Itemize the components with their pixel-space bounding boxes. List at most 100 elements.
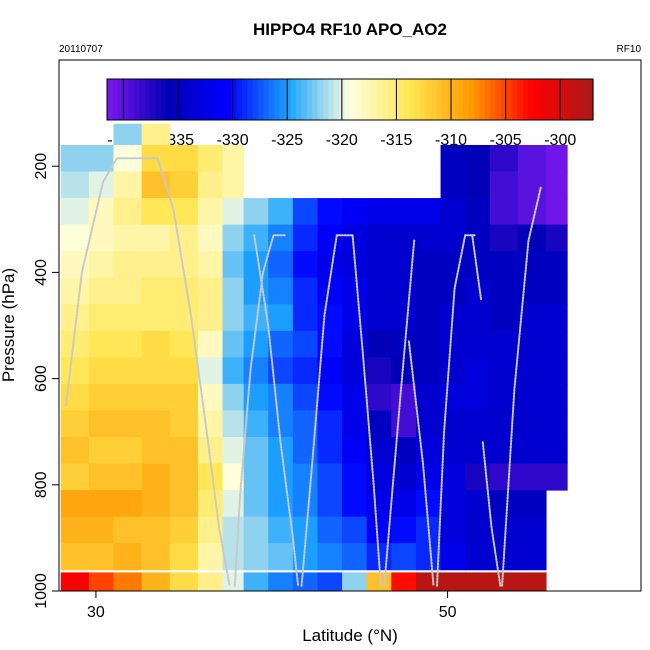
heatmap-cell — [391, 516, 417, 544]
colorbar-swatch — [517, 79, 524, 120]
heatmap-cell — [415, 224, 442, 252]
heatmap-cell — [141, 410, 171, 438]
colorbar-swatch — [144, 79, 151, 120]
heatmap-cell — [489, 572, 519, 592]
heatmap-cell — [243, 198, 269, 226]
heatmap-cell — [197, 490, 224, 518]
heatmap-cell — [113, 251, 143, 279]
heatmap-cell — [366, 572, 392, 592]
heatmap-cell — [440, 543, 466, 571]
heatmap-cells — [60, 123, 568, 592]
heatmap-cell — [489, 437, 519, 465]
heatmap-cell — [169, 277, 199, 305]
colorbar-swatch — [474, 79, 481, 120]
heatmap-cell — [366, 463, 392, 491]
colorbar-swatch — [177, 79, 184, 120]
colorbar-swatch — [150, 79, 157, 120]
heatmap-cell — [366, 490, 392, 518]
heatmap-cell — [465, 383, 491, 411]
colorbar-swatch — [166, 79, 173, 120]
heatmap-cell — [268, 572, 294, 592]
heatmap-cell — [366, 330, 392, 358]
colorbar-swatch — [231, 79, 238, 120]
colorbar-ticks: -340-335-330-325-320-315-310-305-300 — [107, 79, 576, 149]
heatmap-cell — [268, 516, 294, 544]
heatmap-cell — [88, 304, 115, 332]
colorbar-swatch — [182, 79, 189, 120]
heatmap-cell — [366, 251, 392, 279]
heatmap-cell — [440, 516, 466, 544]
chart-title: HIPPO4 RF10 APO_AO2 — [253, 20, 447, 39]
heatmap-cell — [113, 543, 143, 571]
heatmap-cell — [366, 304, 392, 332]
y-axis: 200 400 600 800 1000 — [33, 153, 59, 609]
heatmap-cell — [222, 144, 245, 173]
heatmap-cell — [292, 490, 318, 518]
colorbar-swatch — [301, 79, 308, 120]
colorbar-swatch — [220, 79, 227, 120]
heatmap-cell — [440, 463, 466, 491]
heatmap-cell — [317, 572, 343, 592]
colorbar-tick-label: -300 — [544, 132, 576, 149]
heatmap-cell — [169, 383, 199, 411]
colorbar-swatch — [452, 79, 459, 120]
heatmap-cell — [222, 383, 245, 411]
colorbar-swatch — [522, 79, 529, 120]
profile-track — [481, 441, 502, 587]
heatmap-cell — [292, 224, 318, 252]
heatmap-cell — [546, 437, 568, 465]
colorbar-swatch — [366, 79, 373, 120]
heatmap-cell — [169, 224, 199, 252]
heatmap-cell — [222, 251, 245, 279]
heatmap-cell — [222, 171, 245, 199]
heatmap-cell — [88, 383, 115, 411]
heatmap-cell — [440, 198, 466, 226]
heatmap-cell — [243, 516, 269, 544]
plot-frame — [58, 59, 642, 592]
colorbar-swatch — [512, 79, 518, 120]
colorbar-swatch — [328, 79, 335, 120]
heatmap-cell — [415, 543, 442, 571]
colorbar-swatch — [198, 79, 205, 120]
heatmap-cell — [88, 543, 115, 571]
heatmap-cell — [465, 330, 491, 358]
heatmap-cell — [366, 383, 392, 411]
heatmap-cell — [113, 383, 143, 411]
heatmap-cell — [88, 437, 115, 465]
heatmap-cell — [88, 198, 115, 226]
x-axis-label: Latitude (°N) — [302, 626, 398, 645]
colorbar-swatch — [485, 79, 491, 120]
heatmap-cell — [197, 410, 224, 438]
heatmap-cell — [317, 224, 343, 252]
heatmap-cell — [268, 330, 294, 358]
heatmap-cell — [169, 463, 199, 491]
colorbar-frame — [106, 78, 594, 121]
heatmap-cell — [141, 224, 171, 252]
colorbar-swatch — [420, 79, 427, 120]
heatmap-cell — [342, 516, 368, 544]
date-label: 20110707 — [59, 44, 103, 55]
heatmap-cell — [113, 572, 143, 592]
colorbar-swatch — [155, 79, 162, 120]
heatmap-cell — [243, 543, 269, 571]
colorbar-swatch — [431, 79, 437, 120]
profile-track — [407, 340, 435, 587]
heatmap-cell — [222, 198, 245, 226]
heatmap-cell — [141, 572, 171, 592]
colorbar-swatch — [495, 79, 502, 120]
heatmap-cell — [292, 383, 318, 411]
heatmap-cell — [440, 144, 466, 173]
colorbar-swatch — [355, 79, 362, 120]
colorbar-swatch — [269, 79, 275, 120]
heatmap-cell — [342, 410, 368, 438]
colorbar-swatch — [306, 79, 313, 120]
heatmap-cell — [141, 463, 171, 491]
heatmap-cell — [169, 171, 199, 199]
heatmap-cell — [440, 357, 466, 385]
heatmap-cell — [391, 198, 417, 226]
colorbar-swatch — [350, 79, 356, 120]
heatmap-cell — [546, 198, 568, 226]
heatmap-cell — [60, 357, 90, 385]
heatmap-cell — [141, 251, 171, 279]
heatmap-cell — [546, 463, 568, 491]
